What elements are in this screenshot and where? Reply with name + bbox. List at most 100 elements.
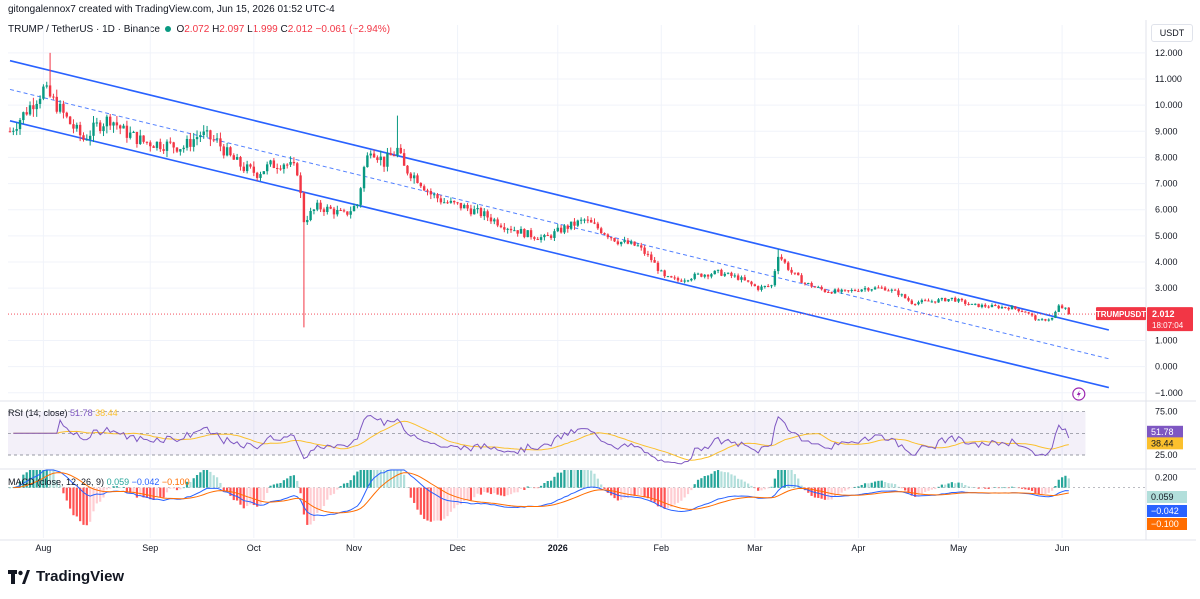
macd-histogram-bar: [499, 487, 503, 496]
macd-histogram-bar: [543, 483, 546, 488]
time-tick-label: May: [950, 543, 968, 553]
candle-body: [740, 277, 743, 280]
macd-legend[interactable]: MACD (close, 12, 26, 9) 0.059 −0.042 −0.…: [8, 477, 190, 487]
macd-histogram-bar: [62, 487, 65, 494]
macd-histogram-bar: [857, 486, 860, 488]
macd-histogram-bar: [102, 487, 105, 498]
price-tick-label: 12.000: [1155, 48, 1183, 58]
macd-histogram-bar: [185, 481, 189, 488]
candle-body: [676, 277, 680, 281]
rsi-value-badge-bg: [1147, 425, 1183, 438]
macd-signal-line: [13, 472, 1069, 514]
candle-body: [142, 135, 145, 142]
candle-body: [576, 220, 579, 226]
candle-body: [12, 130, 15, 132]
candle-body: [893, 289, 897, 291]
candle-body: [950, 297, 954, 300]
macd-histogram-bar: [747, 483, 750, 488]
candle-body: [386, 153, 389, 167]
macd-histogram-bar: [466, 487, 469, 500]
candle-body: [78, 124, 82, 136]
macd-histogram-bar: [79, 487, 82, 522]
candle-body: [162, 149, 165, 151]
macd-histogram-bar: [215, 477, 219, 488]
macd-histogram-bar: [957, 482, 960, 488]
macd-histogram-bar: [1064, 475, 1067, 488]
macd-histogram-bar: [630, 487, 633, 496]
candle-body: [443, 202, 446, 204]
macd-histogram-bar: [439, 487, 442, 521]
candle-body: [312, 209, 316, 211]
macd-histogram-bar: [977, 487, 980, 489]
macd-histogram-bar: [1030, 487, 1034, 491]
macd-histogram-bar: [737, 478, 740, 488]
macd-histogram-bar: [282, 480, 285, 488]
macd-histogram-bar: [45, 470, 48, 488]
candle-body: [245, 164, 249, 172]
candle-body: [449, 200, 453, 203]
macd-histogram-bar: [987, 487, 990, 489]
macd-histogram-bar: [473, 487, 476, 498]
candle-body: [82, 135, 85, 140]
candle-body: [259, 174, 262, 178]
macd-legend-signal: −0.100: [161, 477, 190, 487]
rsi-ma-badge-bg: [1147, 437, 1183, 450]
macd-histogram-bar: [570, 470, 573, 488]
macd-histogram-bar: [1057, 479, 1060, 488]
macd-histogram-bar: [940, 484, 943, 488]
candle-body: [569, 221, 573, 229]
macd-histogram-bar: [853, 486, 857, 488]
macd-histogram-bar: [379, 470, 382, 488]
macd-histogram-bar: [286, 478, 289, 488]
macd-histogram-bar: [332, 487, 336, 494]
candle-body: [870, 289, 873, 291]
candle-body: [453, 200, 456, 203]
candle-body: [516, 230, 519, 234]
candle-body: [402, 153, 406, 166]
candle-body: [195, 137, 199, 140]
symbol-badge-bg: [1096, 307, 1146, 321]
candle-body: [750, 281, 753, 285]
candle-body: [857, 290, 860, 292]
symbol-name[interactable]: TRUMP / TetherUS · 1D · Binance: [8, 24, 160, 35]
macd-histogram-bar: [596, 478, 599, 488]
candle-body: [152, 146, 155, 148]
macd-histogram-bar: [279, 483, 282, 488]
macd-histogram-bar: [716, 470, 720, 488]
candle-body: [1017, 308, 1020, 312]
candle-body: [299, 175, 302, 194]
macd-histogram-bar: [493, 487, 496, 494]
candle-body: [650, 254, 653, 261]
open-label: O: [176, 24, 185, 35]
macd-histogram-bar: [533, 487, 536, 489]
macd-histogram-bar: [964, 484, 967, 488]
macd-histogram-bar: [519, 487, 523, 489]
price-tick-label: 3.000: [1155, 283, 1178, 293]
macd-histogram-bar: [139, 487, 142, 496]
macd-histogram-bar: [616, 487, 619, 501]
macd-histogram-bar: [159, 487, 162, 498]
macd-line-badge-bg: [1147, 505, 1187, 517]
currency-button[interactable]: USDT: [1151, 24, 1193, 42]
candle-body: [723, 273, 726, 276]
macd-histogram-bar: [560, 472, 563, 488]
macd-histogram-bar: [349, 480, 352, 488]
candle-body: [877, 287, 880, 289]
candle-body: [927, 300, 930, 302]
macd-histogram-bar: [693, 484, 696, 488]
macd-histogram-bar: [125, 487, 128, 493]
macd-histogram-bar: [536, 487, 539, 489]
macd-histogram-bar: [793, 474, 796, 488]
macd-histogram-bar: [673, 487, 676, 505]
candle-body: [286, 164, 289, 166]
tradingview-brand[interactable]: TradingView: [8, 568, 124, 585]
macd-histogram-bar: [583, 470, 586, 488]
candle-body: [863, 288, 867, 290]
rsi-legend[interactable]: RSI (14, close) 51.78 38.44: [8, 408, 118, 418]
macd-histogram-bar: [653, 487, 656, 503]
candle-body: [219, 138, 222, 147]
macd-histogram-bar: [149, 487, 152, 500]
candle-body: [984, 304, 987, 307]
candle-body: [713, 270, 716, 275]
